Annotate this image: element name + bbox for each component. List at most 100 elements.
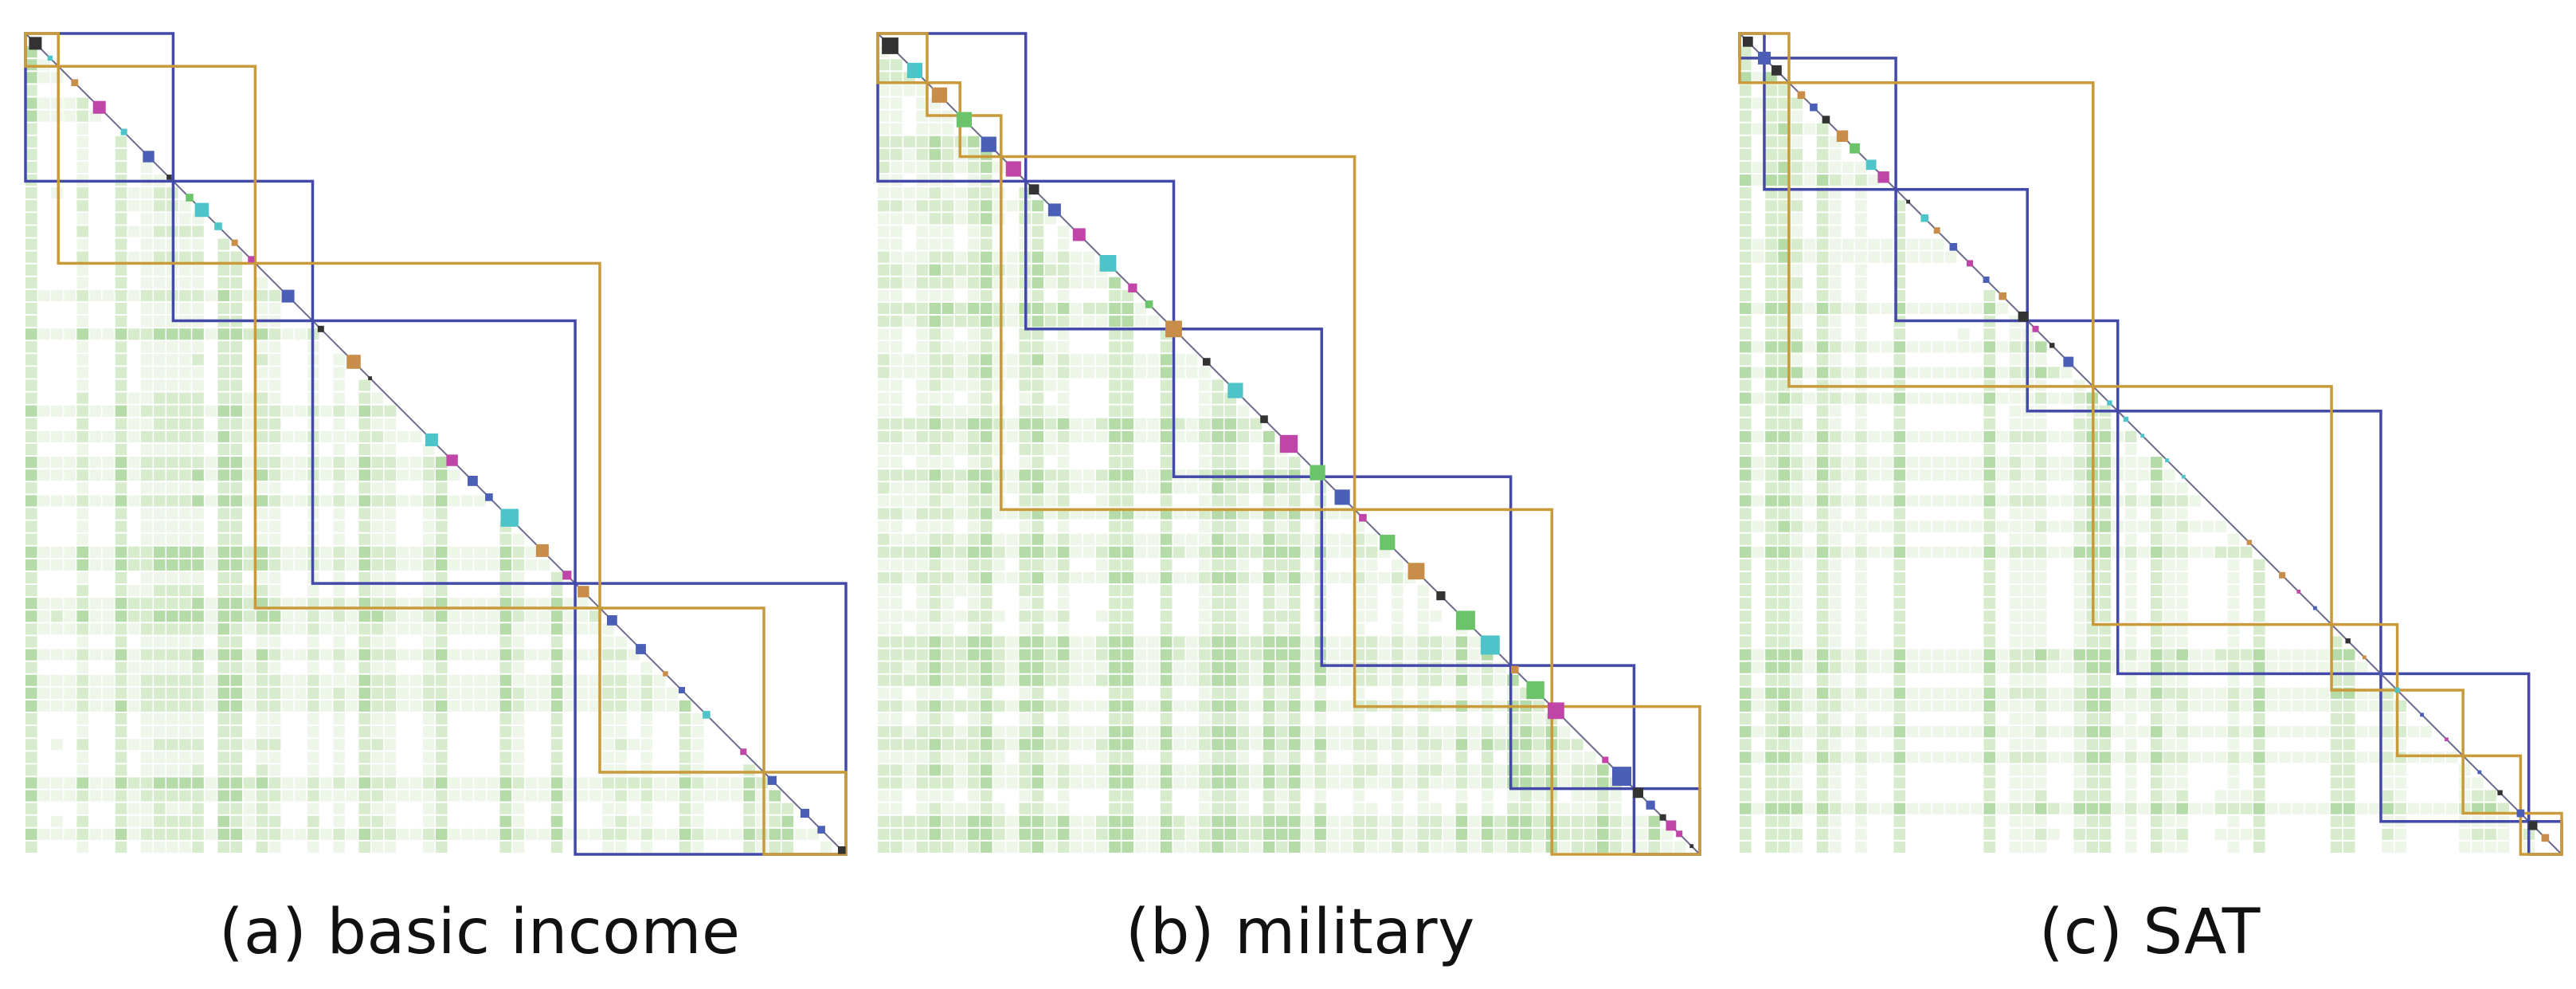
heatmap-cell [205, 790, 217, 802]
heatmap-cell [1881, 392, 1893, 404]
heatmap-cell [1083, 815, 1095, 827]
heatmap-cell [1765, 752, 1777, 763]
heatmap-cell [2009, 559, 2022, 571]
heatmap-cell [1057, 610, 1070, 622]
heatmap-cell [903, 700, 915, 712]
heatmap-cell [891, 777, 902, 789]
heatmap-cell [1302, 482, 1313, 494]
heatmap-cell [878, 559, 890, 571]
heatmap-cell [1404, 777, 1416, 789]
heatmap-cell [140, 238, 153, 250]
heatmap-cell [38, 700, 50, 712]
heatmap-cell [1224, 482, 1236, 494]
heatmap-cell [102, 649, 115, 661]
heatmap-cell [1019, 328, 1031, 340]
heatmap-cell [1250, 649, 1263, 661]
heatmap-cell [967, 341, 980, 353]
heatmap-cell [422, 636, 435, 648]
heatmap-cell [718, 790, 730, 802]
heatmap-cell [1881, 649, 1893, 661]
heatmap-cell [115, 700, 127, 712]
heatmap-cell [1584, 777, 1596, 789]
heatmap-cell [192, 585, 204, 597]
heatmap-cell [1932, 661, 1944, 673]
heatmap-cell [691, 803, 704, 814]
heatmap-cell [2227, 533, 2240, 545]
heatmap-cell [422, 661, 435, 673]
heatmap-cell [1392, 777, 1403, 789]
heatmap-cell [1289, 713, 1301, 725]
heatmap-cell [993, 354, 1005, 366]
heatmap-cell [2124, 430, 2137, 442]
diagonal-marker-green [1455, 610, 1475, 630]
heatmap-cell [2163, 739, 2175, 751]
heatmap-cell [942, 841, 954, 853]
heatmap-cell [499, 841, 512, 853]
heatmap-cell [1752, 97, 1764, 109]
heatmap-cell [929, 123, 942, 135]
heatmap-cell [307, 841, 319, 853]
heatmap-cell [1019, 623, 1031, 635]
heatmap-cell [89, 328, 102, 340]
heatmap-cell [1507, 790, 1519, 802]
heatmap-cell [1752, 803, 1764, 814]
diagonal-marker-blue [1646, 800, 1655, 810]
heatmap-cell [1160, 739, 1173, 751]
heatmap-cell [1829, 803, 1842, 814]
heatmap-cell [1263, 482, 1275, 494]
heatmap-cell [1160, 418, 1173, 430]
heatmap-cell [942, 815, 954, 827]
heatmap-cell [2009, 777, 2022, 789]
heatmap-cell [2176, 841, 2188, 853]
diagonal-marker-blue [817, 826, 825, 834]
heatmap-cell [1571, 790, 1584, 802]
heatmap-cell [615, 790, 627, 802]
heatmap-cell [217, 392, 229, 404]
heatmap-cell [2124, 661, 2137, 673]
heatmap-cell [891, 59, 902, 71]
heatmap-cell [409, 495, 422, 507]
heatmap-cell [2073, 828, 2085, 840]
heatmap-cell [89, 598, 102, 610]
heatmap-cell [1971, 469, 1983, 481]
heatmap-cell [1057, 430, 1070, 442]
heatmap-cell [1983, 469, 1995, 481]
heatmap-cell [1816, 841, 1829, 853]
heatmap-cell [25, 444, 37, 456]
heatmap-cell [358, 739, 370, 751]
heatmap-cell [1263, 585, 1275, 597]
heatmap-cell [1365, 661, 1378, 673]
heatmap-cell [1571, 841, 1584, 853]
heatmap-cell [1791, 444, 1803, 456]
heatmap-cell [2214, 700, 2227, 712]
heatmap-cell [2279, 649, 2291, 661]
heatmap-cell [422, 482, 435, 494]
heatmap-cell [589, 623, 601, 635]
heatmap-cell [256, 790, 268, 802]
heatmap-cell [333, 623, 345, 635]
heatmap-cell [1778, 469, 1790, 481]
heatmap-cell [1006, 636, 1018, 648]
heatmap-cell [2253, 841, 2265, 853]
heatmap-cell [2034, 444, 2047, 456]
heatmap-cell [512, 636, 525, 648]
heatmap-cell [192, 469, 204, 481]
heatmap-cell [102, 674, 115, 686]
heatmap-cell [1597, 828, 1609, 840]
heatmap-cell [2343, 661, 2355, 673]
heatmap-cell [1855, 520, 1867, 532]
heatmap-cell [1057, 289, 1070, 301]
heatmap-cell [230, 636, 243, 648]
heatmap-cell [2112, 752, 2124, 763]
heatmap-cell [140, 585, 153, 597]
heatmap-cell [2227, 687, 2240, 699]
heatmap-cell [1765, 610, 1777, 622]
heatmap-cell [993, 649, 1005, 661]
diagonal-marker-cyan [906, 62, 922, 78]
heatmap-cell [268, 571, 281, 583]
heatmap-cell [1855, 251, 1867, 263]
heatmap-cell [64, 289, 76, 301]
heatmap-cell [743, 828, 755, 840]
heatmap-cell [384, 790, 397, 802]
heatmap-cell [1623, 841, 1634, 853]
